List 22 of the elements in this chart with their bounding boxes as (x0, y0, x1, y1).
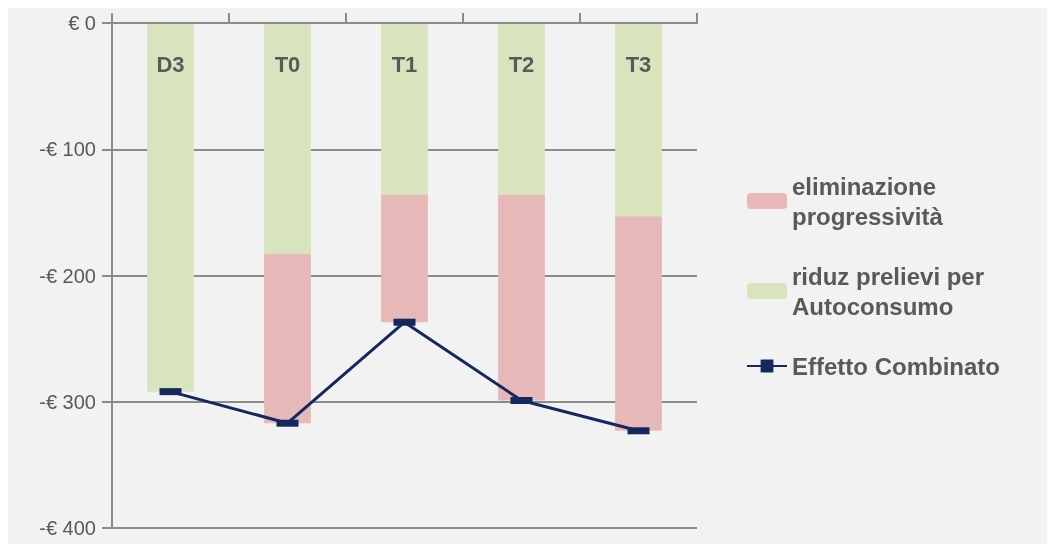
x-tick-label: T0 (274, 51, 301, 77)
x-tick-label: T3 (625, 51, 652, 77)
bar (381, 194, 428, 323)
bar (615, 23, 662, 217)
y-tick-label: -€ 200 (39, 264, 96, 287)
legend-label: Effetto Combinato (792, 352, 1000, 380)
y-tick-label: -€ 400 (39, 517, 96, 539)
x-tick-label: D3 (156, 51, 185, 77)
legend-label: riduz prelievi per Autoconsumo (792, 262, 991, 320)
y-tick-label: € 0 (68, 12, 96, 34)
bar (498, 194, 545, 401)
x-tick-label: T1 (391, 51, 418, 77)
bar (615, 216, 662, 431)
bar (498, 23, 545, 195)
y-tick-label: -€ 100 (39, 138, 96, 161)
x-tick-label: T2 (508, 51, 535, 77)
legend-label: eliminazione progressività (792, 172, 944, 230)
bar (147, 23, 194, 392)
y-tick-label: -€ 300 (39, 390, 96, 413)
bar (264, 23, 311, 255)
bar (381, 23, 428, 195)
bar (264, 254, 311, 424)
